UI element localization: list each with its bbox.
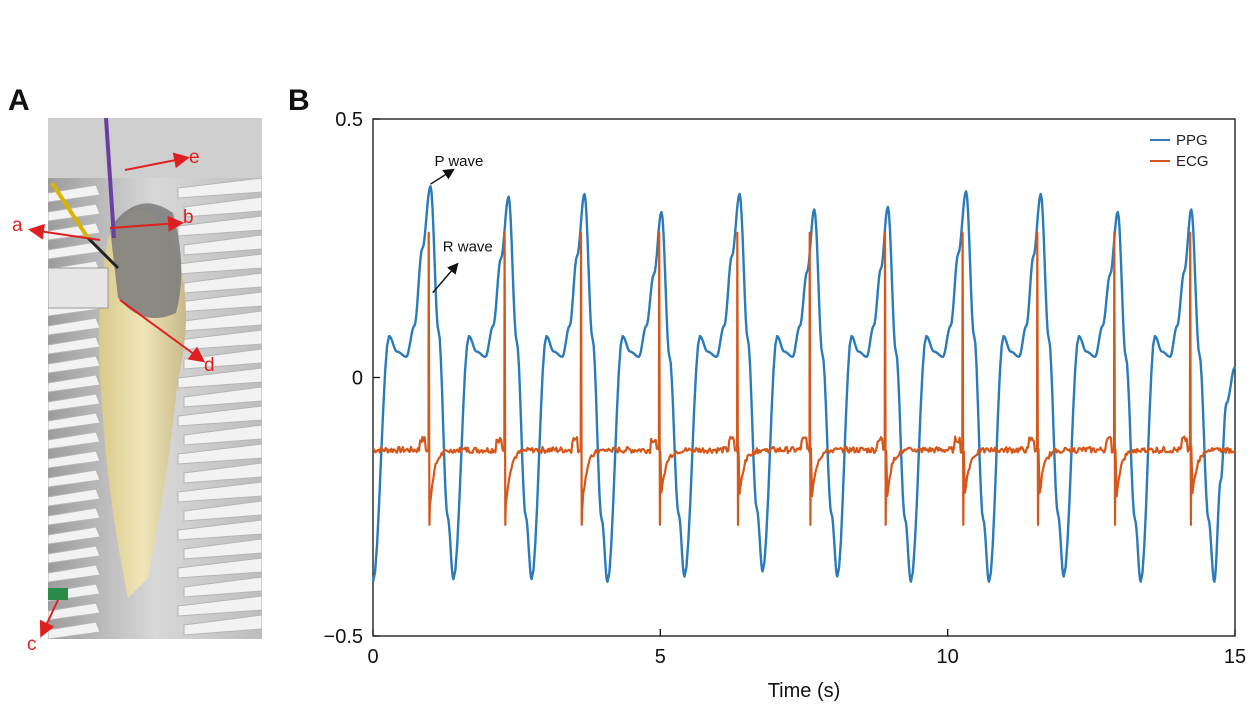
p-wave-label: P wave [434,153,483,170]
y-tick-label: 0 [352,368,363,390]
x-tick-label: 15 [1224,646,1246,668]
annotation-r-wave: R wave [432,239,493,294]
arrow-b [109,215,184,232]
photo-label-c: c [27,634,37,655]
arrow-a [28,223,101,241]
photo-label-d: d [204,355,215,376]
y-tick-label: −0.5 [324,626,363,648]
arrow-e [124,152,190,171]
panel-letter-a: A [8,84,30,117]
x-tick-label: 10 [937,646,959,668]
photo-label-b: b [183,207,194,228]
legend-label-ppg: PPG [1176,132,1208,149]
fish-photo [48,118,262,639]
fish-photo-drawing [48,118,262,639]
annotation-p-wave: P wave [430,153,483,185]
series-line-ecg [372,231,1236,526]
legend: PPG ECG [1150,132,1209,170]
photo-arrows [28,152,206,638]
axis-ticks: 0 5 10 15−0.500.5 [324,109,1247,668]
photo-label-e: e [189,147,200,168]
legend-label-ecg: ECG [1176,153,1209,170]
x-axis-title: Time (s) [768,680,841,702]
arrow-d [119,299,206,363]
r-wave-arrow [432,262,459,294]
plot-frame [372,118,1236,637]
x-tick-label: 0 [367,646,378,668]
x-tick-label: 5 [655,646,666,668]
r-wave-label: R wave [443,239,493,256]
y-tick-label: 0.5 [335,109,363,131]
photo-label-a: a [12,215,23,236]
panel-letter-b: B [288,84,310,117]
arrow-c [39,599,59,638]
series-line-ppg [371,185,1236,583]
p-wave-arrow [430,168,455,185]
